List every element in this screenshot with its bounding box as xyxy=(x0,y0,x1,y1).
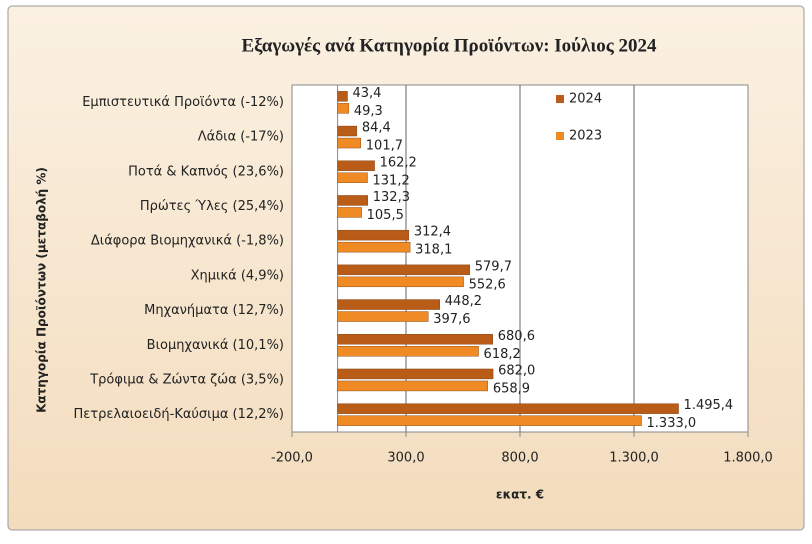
x-tick-label: 300,0 xyxy=(387,451,424,466)
y-axis-title: Κατηγορία Προϊόντων (μεταβολή %) xyxy=(35,167,49,413)
data-label: 312,4 xyxy=(414,225,451,240)
bar xyxy=(337,172,368,183)
data-label: 84,4 xyxy=(362,121,391,136)
bar xyxy=(337,368,494,380)
data-label: 1.495,4 xyxy=(684,398,734,413)
y-tick-label: Λάδια (-17%) xyxy=(198,130,284,145)
x-tick-label: 1.800,0 xyxy=(723,451,773,466)
bar xyxy=(337,160,375,171)
legend-swatch xyxy=(556,132,564,140)
bar xyxy=(337,415,642,426)
data-label: 579,7 xyxy=(475,259,512,274)
bar xyxy=(337,299,440,310)
data-label: 105,5 xyxy=(367,208,404,223)
x-tick-label: 800,0 xyxy=(501,451,538,466)
bar xyxy=(337,137,361,149)
bar xyxy=(337,403,679,414)
bar xyxy=(337,241,411,253)
y-tick-label: Πρώτες Ύλες (25,4%) xyxy=(140,199,284,214)
y-tick-label: Πετρελαιοειδή-Καύσιμα (12,2%) xyxy=(73,407,284,422)
data-label: 132,3 xyxy=(373,190,410,205)
y-tick-label: Ποτά & Καπνός (23,6%) xyxy=(128,164,284,179)
legend-swatch xyxy=(556,95,564,103)
bar xyxy=(337,125,358,137)
data-label: 101,7 xyxy=(366,139,403,154)
bar xyxy=(337,207,362,218)
data-label: 658,9 xyxy=(493,381,530,396)
y-tick-label: Τρόφιμα & Ζώντα ζώα (3,5%) xyxy=(89,372,284,387)
data-label: 618,2 xyxy=(484,347,521,362)
bar xyxy=(337,195,368,206)
data-label: 131,2 xyxy=(373,173,410,188)
bar xyxy=(337,346,479,357)
y-tick-label: Διάφορα Βιομηχανικά (-1,8%) xyxy=(91,234,284,249)
data-label: 448,2 xyxy=(445,294,482,309)
y-tick-label: Μηχανήματα (12,7%) xyxy=(144,303,284,318)
bar xyxy=(337,276,464,288)
bar xyxy=(337,91,348,102)
y-tick-label: Εμπιστευτικά Προϊόντα (-12%) xyxy=(82,95,284,110)
data-label: 1.333,0 xyxy=(647,416,697,431)
bar xyxy=(337,103,350,114)
bar xyxy=(337,311,429,322)
y-tick-label: Βιομηχανικά (10,1%) xyxy=(147,338,284,353)
y-tick-label: Χημικά (4,9%) xyxy=(191,268,284,283)
data-label: 43,4 xyxy=(352,86,381,101)
data-label: 318,1 xyxy=(415,243,452,258)
x-tick-label: -200,0 xyxy=(271,451,313,466)
x-axis-title: εκατ. € xyxy=(496,488,544,502)
bar xyxy=(337,334,493,345)
data-label: 162,2 xyxy=(380,155,417,170)
bar xyxy=(337,264,470,276)
data-label: 49,3 xyxy=(354,104,383,119)
data-label: 397,6 xyxy=(433,312,470,327)
chart-title: Εξαγωγές ανά Κατηγορία Προϊόντων: Ιούλιο… xyxy=(241,35,657,56)
bar xyxy=(337,229,410,241)
bar xyxy=(337,380,489,392)
data-label: 680,6 xyxy=(498,329,535,344)
x-tick-label: 1.300,0 xyxy=(609,451,659,466)
legend-label: 2023 xyxy=(569,129,602,144)
legend-label: 2024 xyxy=(569,92,602,107)
data-label: 552,6 xyxy=(469,277,506,292)
data-label: 682,0 xyxy=(498,363,535,378)
